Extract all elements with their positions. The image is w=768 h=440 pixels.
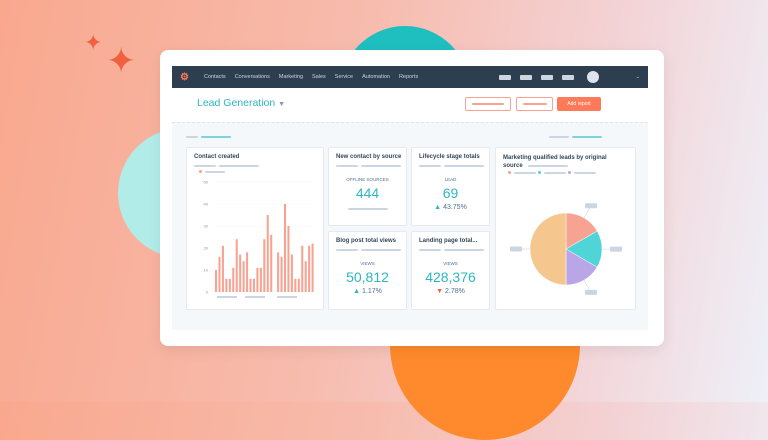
avatar[interactable] — [587, 71, 599, 83]
y-tick-label: 40 — [204, 202, 209, 207]
metric-value: 69 — [412, 185, 489, 201]
nav-icon-button[interactable] — [499, 75, 511, 80]
bar — [229, 279, 231, 292]
metric-value: 444 — [329, 185, 406, 201]
header-button[interactable] — [516, 97, 553, 111]
contact-bar-chart: 0 10 20 30 40 50 — [187, 178, 325, 300]
metric-change: ▲ 43.75% — [412, 204, 489, 211]
card-title: New contact by source — [336, 154, 401, 160]
bar — [287, 226, 289, 292]
metric-change: ▼ 2.78% — [412, 288, 489, 295]
metric-value: 50,812 — [329, 269, 406, 285]
card-landing-views: Landing page total... VIEWS 428,376 ▼ 2.… — [411, 231, 490, 310]
x-tick-label — [245, 296, 265, 298]
y-tick-label: 20 — [204, 246, 209, 251]
bar — [294, 279, 296, 292]
pie-slice — [530, 213, 566, 285]
triangle-up-icon: ▲ — [434, 204, 441, 211]
pie-label — [610, 247, 622, 252]
card-mql: Marketing qualified leads by original so… — [495, 147, 636, 310]
nav-icon-button[interactable] — [541, 75, 553, 80]
mql-pie-chart — [496, 188, 637, 308]
metric-value: 428,376 — [412, 269, 489, 285]
triangle-up-icon: ▲ — [353, 288, 360, 295]
triangle-down-icon: ▼ — [436, 288, 443, 295]
bar — [243, 261, 245, 292]
bar — [270, 235, 272, 292]
bar — [249, 279, 251, 292]
nav-icon-button[interactable] — [562, 75, 574, 80]
bar — [298, 279, 300, 292]
x-tick-label — [217, 296, 237, 298]
card-title: Lifecycle stage totals — [419, 154, 480, 160]
metric-label: VIEWS — [329, 261, 406, 266]
x-tick-label — [277, 296, 297, 298]
card-blog-views: Blog post total views VIEWS 50,812 ▲ 1.1… — [328, 231, 407, 310]
bar — [246, 252, 248, 292]
bar — [284, 204, 286, 292]
nav-service[interactable]: Service — [335, 74, 353, 80]
card-title: Marketing qualified leads by original so… — [503, 154, 623, 170]
card-contact-created: Contact created 0 10 20 30 40 50 — [186, 147, 324, 310]
header-button[interactable] — [465, 97, 511, 111]
nav-sales[interactable]: Sales — [312, 74, 326, 80]
card-new-contact: New contact by source OFFLINE SOURCES 44… — [328, 147, 407, 226]
page-title-text: Lead Generation — [197, 97, 275, 109]
nav-marketing[interactable]: Marketing — [279, 74, 303, 80]
chevron-down-icon[interactable]: ⌄ — [636, 74, 640, 80]
card-lifecycle: Lifecycle stage totals LEAD 69 ▲ 43.75% — [411, 147, 490, 226]
y-tick-label: 0 — [206, 290, 209, 295]
bar — [222, 246, 224, 292]
card-title: Contact created — [194, 154, 239, 160]
sparkle-icon: ✦ — [106, 40, 136, 82]
bar — [305, 261, 307, 292]
bar — [281, 257, 283, 292]
card-title: Landing page total... — [419, 238, 477, 244]
nav-automation[interactable]: Automation — [362, 74, 390, 80]
bar — [236, 239, 238, 292]
nav-icon-button[interactable] — [520, 75, 532, 80]
nav-contacts[interactable]: Contacts — [204, 74, 226, 80]
sparkle-icon: ✦ — [84, 30, 102, 56]
bar — [253, 279, 255, 292]
card-title: Blog post total views — [336, 238, 396, 244]
page-title[interactable]: Lead Generation ▼ — [197, 97, 285, 109]
pie-label — [585, 290, 597, 295]
metric-label: LEAD — [412, 177, 489, 182]
bar — [239, 255, 241, 292]
bar — [218, 257, 220, 292]
bar — [301, 246, 303, 292]
caret-down-icon: ▼ — [278, 101, 285, 108]
add-report-button[interactable]: Add report — [557, 97, 601, 111]
y-tick-label: 10 — [204, 268, 209, 273]
bar — [263, 239, 265, 292]
bar — [267, 215, 269, 292]
bar — [260, 268, 262, 292]
bar — [308, 246, 310, 292]
bar — [215, 270, 217, 292]
y-tick-label: 50 — [204, 180, 209, 185]
top-nav: ⚙ Contacts Conversations Marketing Sales… — [172, 66, 648, 88]
bar — [225, 279, 227, 292]
bar — [312, 244, 314, 292]
bar — [256, 268, 258, 292]
bar — [232, 268, 234, 292]
nav-conversations[interactable]: Conversations — [235, 74, 270, 80]
metric-change: ▲ 1.17% — [329, 288, 406, 295]
pie-label — [510, 247, 522, 252]
metric-label: OFFLINE SOURCES — [329, 177, 406, 182]
y-tick-label: 30 — [204, 224, 209, 229]
hubspot-logo-icon[interactable]: ⚙ — [180, 72, 189, 83]
metric-label: VIEWS — [412, 261, 489, 266]
pie-label — [585, 203, 597, 208]
bar — [277, 252, 279, 292]
bar — [291, 255, 293, 292]
nav-reports[interactable]: Reports — [399, 74, 418, 80]
